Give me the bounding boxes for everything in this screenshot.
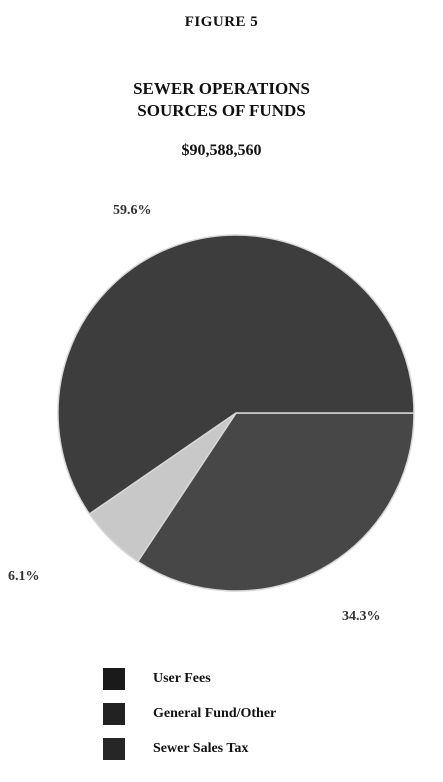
chart-title: SEWER OPERATIONS SOURCES OF FUNDS (0, 78, 443, 122)
slice-label-general-fund: 34.3% (342, 609, 381, 624)
legend-swatch-user-fees (103, 668, 125, 690)
chart-subtitle: $90,588,560 (181, 142, 262, 159)
legend-swatch-general-fund (103, 703, 125, 725)
figure-label: FIGURE 5 (184, 14, 259, 30)
chart-title-line-2: SOURCES OF FUNDS (137, 101, 306, 120)
legend-item-general-fund: General Fund/Other (103, 703, 276, 725)
pie-slices (57, 234, 415, 592)
slice-label-user-fees: 59.6% (113, 203, 152, 218)
legend-label-general-fund: General Fund/Other (153, 706, 277, 721)
legend-swatch-sewer-sales-tax (103, 738, 125, 760)
slice-label-sewer-sales-tax: 6.1% (8, 569, 40, 584)
legend: User Fees General Fund/Other Sewer Sales… (103, 668, 276, 773)
slice-user-fees (57, 234, 415, 516)
legend-label-sewer-sales-tax: Sewer Sales Tax (153, 741, 249, 756)
legend-item-user-fees: User Fees (103, 668, 276, 690)
legend-item-sewer-sales-tax: Sewer Sales Tax (103, 738, 276, 760)
chart-title-line-1: SEWER OPERATIONS (133, 79, 310, 98)
legend-label-user-fees: User Fees (153, 671, 211, 686)
